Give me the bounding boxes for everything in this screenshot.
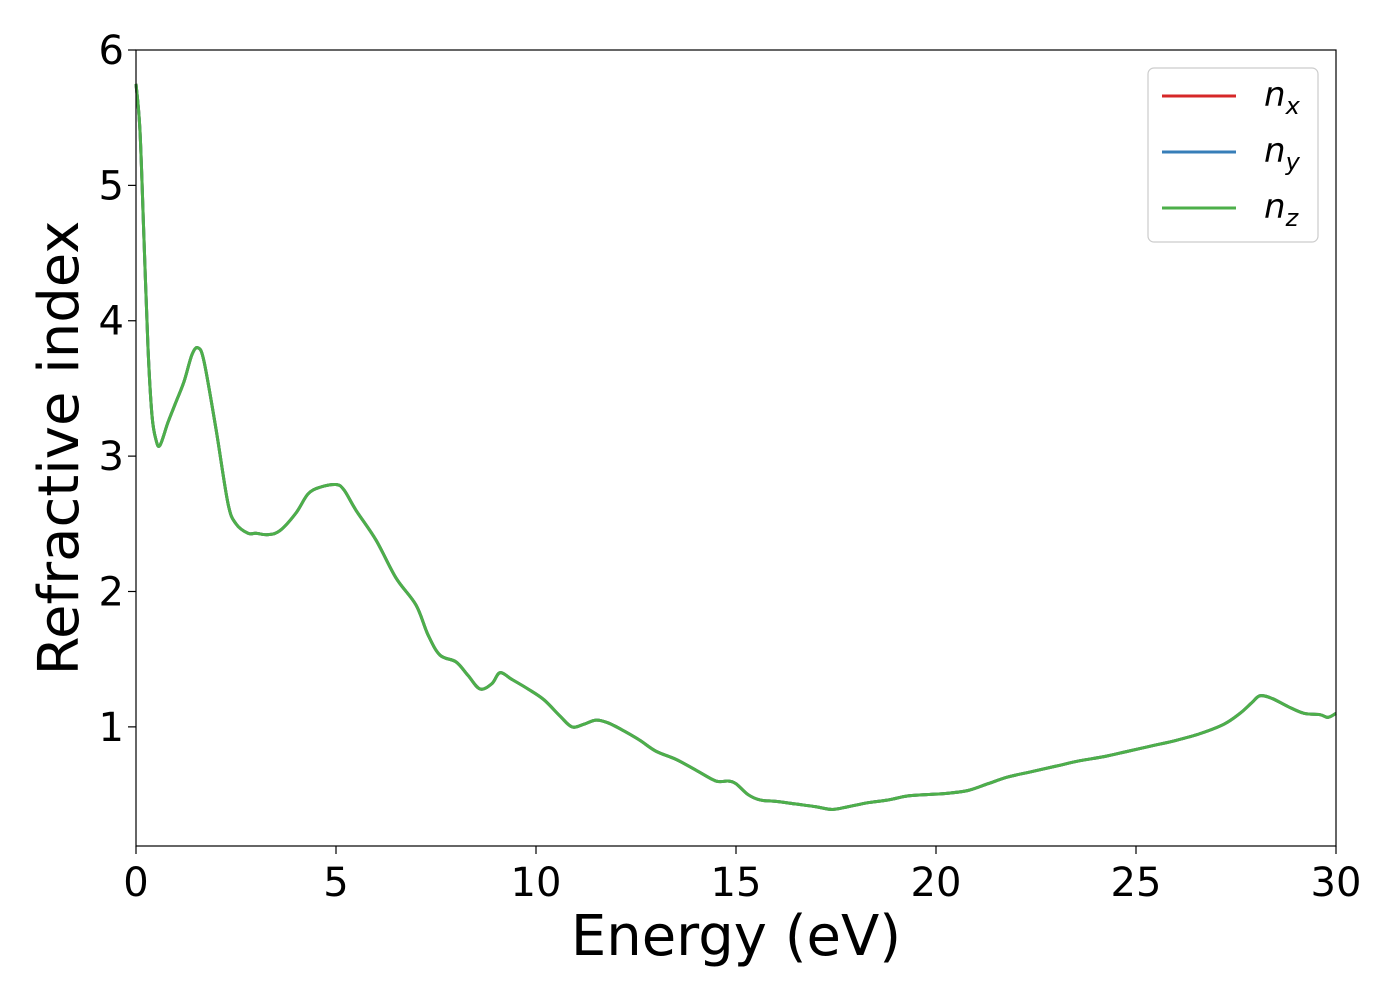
x-tick-label: 0 — [123, 860, 148, 906]
series-curves — [134, 83, 1337, 811]
legend-label-nz: nz — [1264, 187, 1300, 232]
y-tick-label: 1 — [99, 705, 124, 751]
series-line-nz — [134, 83, 1337, 811]
x-axis-label: Energy (eV) — [571, 904, 901, 969]
y-tick-label: 5 — [99, 163, 124, 209]
x-tick-label: 5 — [323, 860, 348, 906]
legend-box — [1147, 67, 1319, 243]
x-tick-label: 30 — [1311, 860, 1362, 906]
legend-label-ny: ny — [1264, 131, 1301, 176]
x-tick-label: 15 — [711, 860, 762, 906]
y-tick-label: 2 — [99, 569, 124, 615]
y-tick-label: 6 — [99, 28, 124, 74]
x-tick-label: 25 — [1111, 860, 1162, 906]
axis-ticks: 0 5 10 15 20 25 30 1 2 3 4 5 6 — [99, 28, 1362, 906]
legend-label-nx: nx — [1264, 75, 1301, 120]
y-tick-label: 3 — [99, 434, 124, 480]
x-tick-label: 10 — [511, 860, 562, 906]
legend: nx ny nz — [1147, 67, 1319, 243]
y-tick-label: 4 — [99, 299, 124, 345]
x-tick-label: 20 — [911, 860, 962, 906]
y-axis-label: Refractive index — [27, 221, 92, 676]
